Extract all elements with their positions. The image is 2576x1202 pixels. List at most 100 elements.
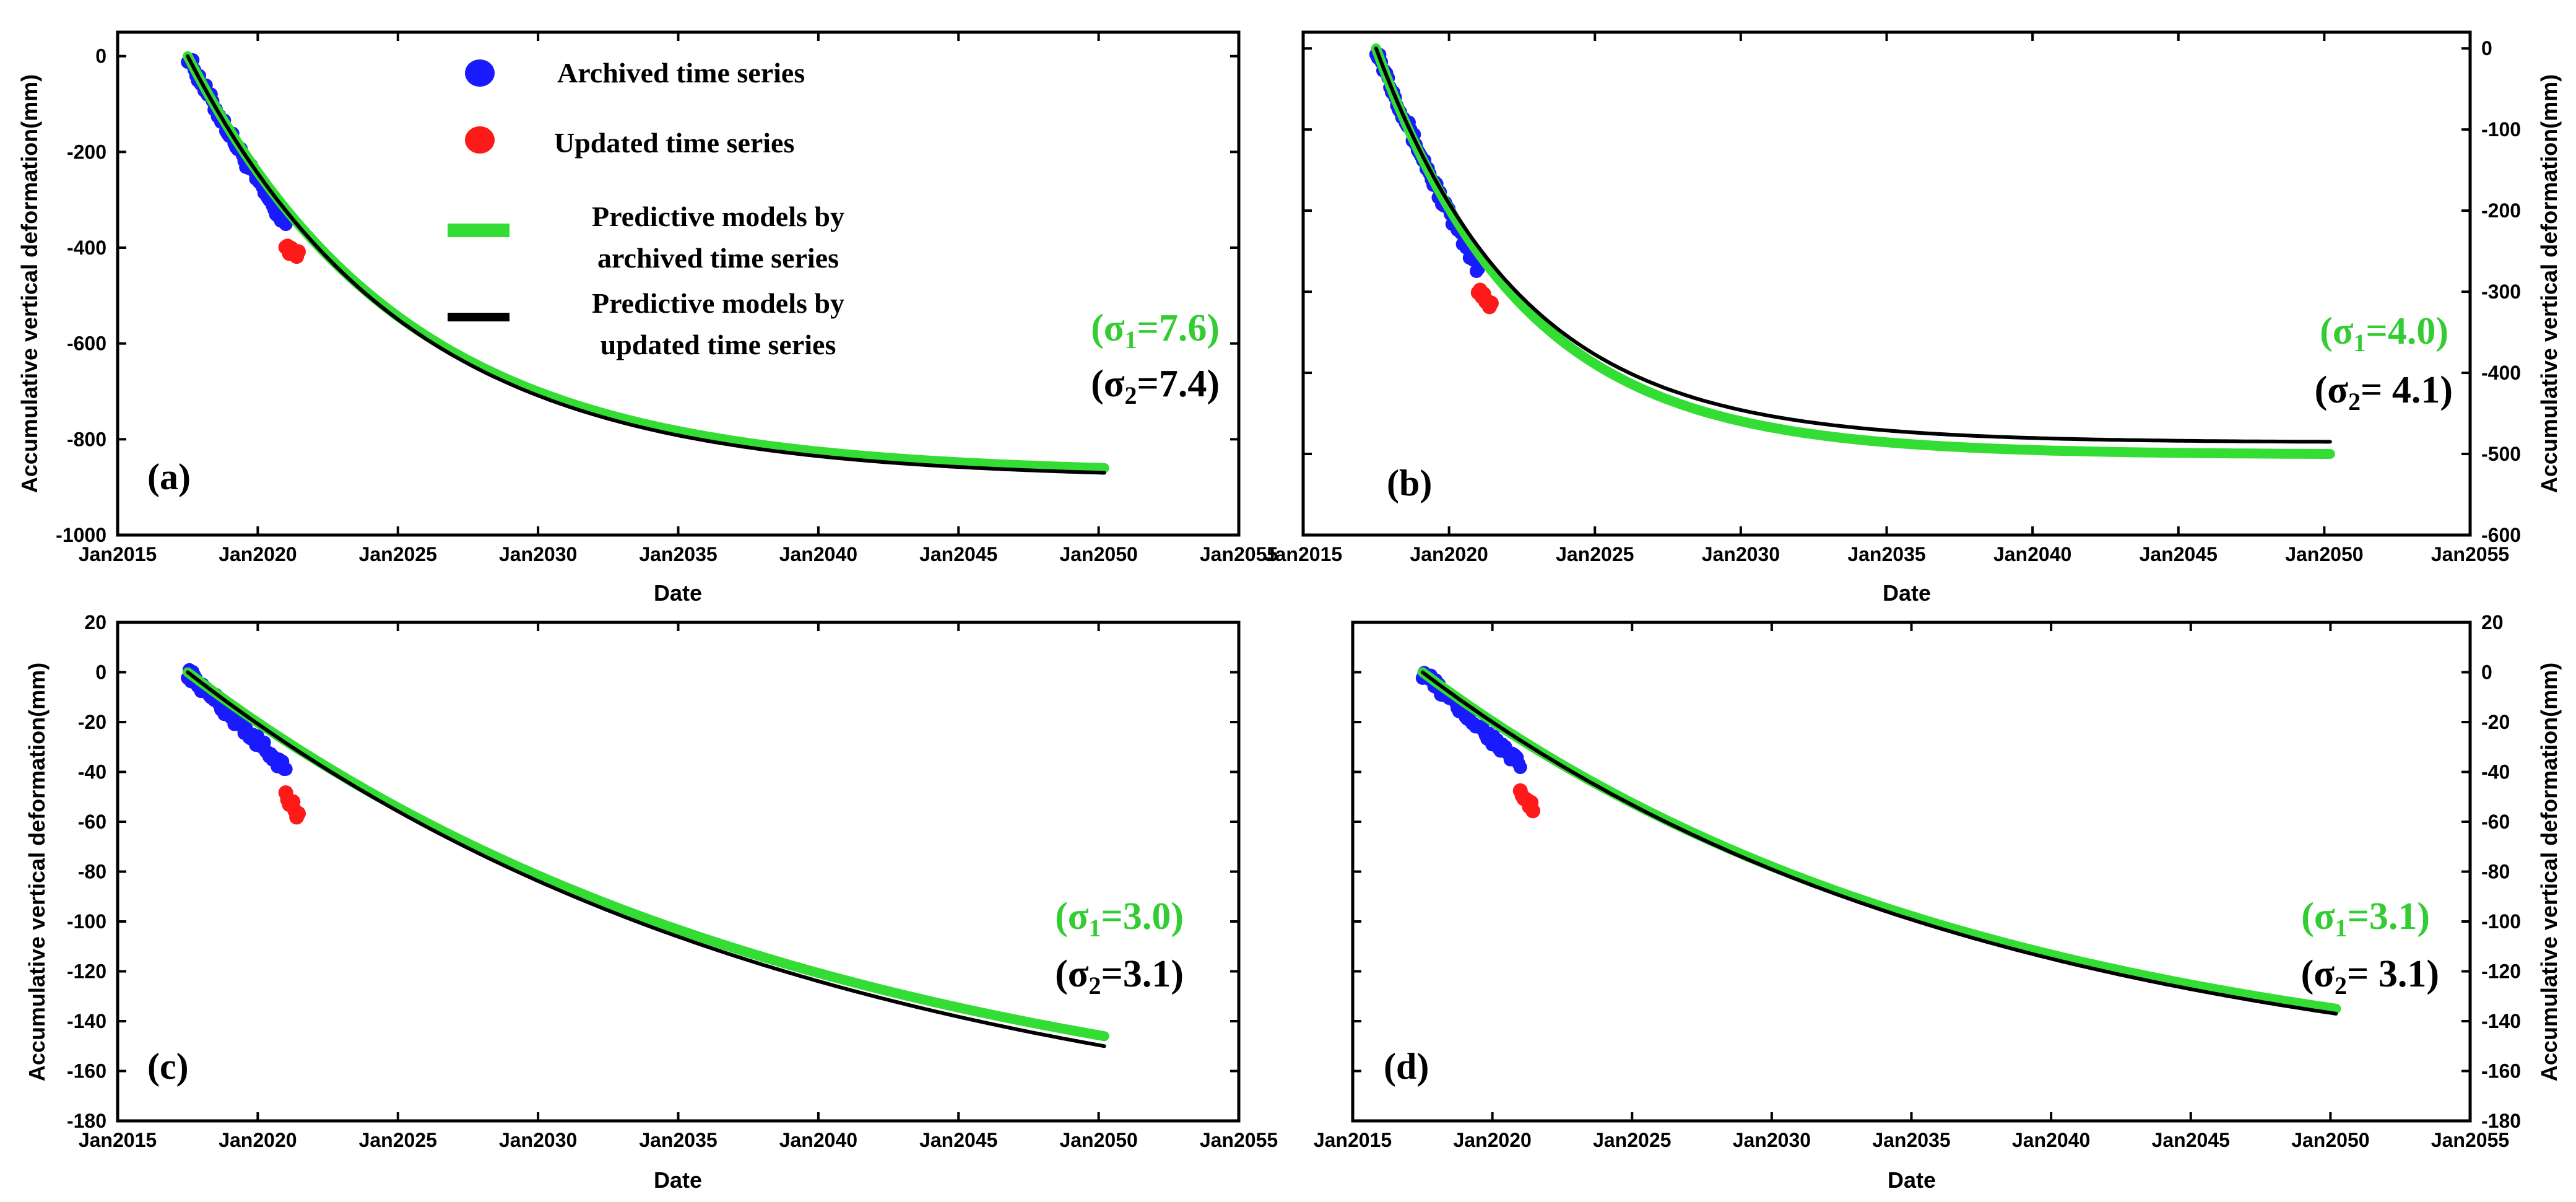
x-tick-label: Jan2015 bbox=[79, 543, 157, 565]
y-axis-title: Accumulative vertical deformation(mm) bbox=[2536, 663, 2562, 1081]
y-tick-label: 0 bbox=[2481, 37, 2492, 59]
y-tick-label: -20 bbox=[2481, 711, 2510, 733]
y-axis-title: Accumulative vertical deformation(mm) bbox=[2536, 74, 2562, 493]
sigma1-value: =3.0) bbox=[1101, 895, 1184, 938]
y-tick-label: -200 bbox=[67, 141, 106, 163]
y-tick-label: 0 bbox=[95, 661, 106, 684]
x-tick-label: Jan2045 bbox=[2152, 1129, 2230, 1151]
x-tick-label: Jan2035 bbox=[1872, 1129, 1950, 1151]
legend: Archived time series Updated time series… bbox=[448, 57, 844, 360]
sigma1-value: =7.6) bbox=[1137, 307, 1220, 349]
y-tick-label: -60 bbox=[2481, 811, 2510, 833]
x-tick-label: Jan2025 bbox=[1556, 543, 1634, 565]
archived-model-line bbox=[1371, 43, 2335, 459]
x-tick-label: Jan2015 bbox=[1314, 1129, 1392, 1151]
sigma1-annotation: (σ1=3.0) bbox=[1055, 895, 1184, 942]
x-tick-label: Jan2030 bbox=[1733, 1129, 1811, 1151]
y-tick-label: -140 bbox=[67, 1010, 106, 1032]
y-tick-label: 0 bbox=[2481, 661, 2492, 684]
y-tick-label: 20 bbox=[2481, 611, 2504, 634]
chart-marks bbox=[1415, 666, 2341, 1016]
sigma2-value: =7.4) bbox=[1137, 363, 1220, 405]
y-tick-label: -120 bbox=[2481, 960, 2521, 983]
y-tick-label: -600 bbox=[67, 333, 106, 355]
sigma1-subscript: 1 bbox=[2354, 329, 2366, 357]
y-axis-title: Accumulative vertical deformation(mm) bbox=[17, 74, 42, 493]
y-tick-label: -80 bbox=[78, 861, 106, 883]
sigma2-subscript: 2 bbox=[1089, 972, 1101, 999]
sigma1-value: =4.0) bbox=[2366, 310, 2448, 352]
panel-label: (d) bbox=[1384, 1046, 1429, 1087]
x-axis-title: Date bbox=[654, 580, 702, 606]
legend-updated-label: Updated time series bbox=[554, 127, 794, 159]
y-tick-label: -100 bbox=[2481, 118, 2521, 141]
y-tick-label: -60 bbox=[78, 811, 106, 833]
y-tick-label: -120 bbox=[67, 960, 106, 983]
updated-model-line bbox=[1420, 670, 2338, 1016]
y-tick-label: 0 bbox=[95, 45, 106, 68]
x-tick-label: Jan2055 bbox=[1200, 1129, 1278, 1151]
axis-ticks: Jan2015 Jan2020 Jan2025 Jan2030 Jan2035 Jan20… bbox=[1264, 32, 2521, 565]
sigma2-annotation: (σ2=7.4) bbox=[1091, 363, 1220, 409]
x-tick-label: Jan2055 bbox=[1200, 543, 1278, 565]
y-tick-label: -800 bbox=[67, 428, 106, 450]
sigma2-annotation: (σ2=3.1) bbox=[1055, 953, 1184, 999]
sigma1-symbol: (σ bbox=[1055, 895, 1089, 938]
y-tick-label: -500 bbox=[2481, 443, 2521, 465]
updated-model-line bbox=[1374, 46, 2332, 444]
updated-point bbox=[291, 244, 306, 259]
x-tick-label: Jan2035 bbox=[1847, 543, 1925, 565]
x-axis-title: Date bbox=[1888, 1167, 1936, 1193]
y-tick-label: -160 bbox=[2481, 1060, 2521, 1082]
x-tick-label: Jan2050 bbox=[1059, 1129, 1137, 1151]
x-tick-label: Jan2055 bbox=[2431, 543, 2509, 565]
legend-archived-marker bbox=[465, 59, 495, 87]
legend-archived-model-label-2: archived time series bbox=[597, 242, 839, 274]
x-axis-title: Date bbox=[1883, 580, 1931, 606]
panel-b: Jan2015 Jan2020 Jan2025 Jan2030 Jan2035 Jan20… bbox=[1264, 30, 2562, 606]
sigma1-annotation: (σ1=4.0) bbox=[2320, 310, 2448, 357]
x-tick-label: Jan2035 bbox=[639, 543, 717, 565]
legend-updated-model-label-2: updated time series bbox=[601, 329, 836, 360]
plot-frame bbox=[1351, 621, 2472, 1123]
x-tick-label: Jan2030 bbox=[499, 543, 577, 565]
y-axis-title: Accumulative vertical deformation(mm) bbox=[24, 663, 50, 1081]
sigma1-subscript: 1 bbox=[1089, 914, 1101, 942]
panel-label: (b) bbox=[1387, 463, 1432, 503]
x-tick-label: Jan2055 bbox=[2431, 1129, 2509, 1151]
panel-a: Jan2015 Jan2020 Jan2025 Jan2030 Jan2035 Jan20… bbox=[17, 30, 1278, 606]
y-tick-label: -600 bbox=[2481, 524, 2521, 546]
sigma2-subscript: 2 bbox=[2335, 972, 2347, 999]
y-tick-label: -160 bbox=[67, 1060, 106, 1082]
legend-updated-marker bbox=[465, 126, 495, 154]
y-tick-label: -180 bbox=[67, 1110, 106, 1132]
x-tick-label: Jan2040 bbox=[1993, 543, 2071, 565]
x-tick-label: Jan2015 bbox=[79, 1129, 157, 1151]
y-tick-label: -100 bbox=[67, 910, 106, 933]
x-tick-label: Jan2050 bbox=[1059, 543, 1137, 565]
sigma1-subscript: 1 bbox=[2335, 914, 2348, 942]
y-tick-label: -300 bbox=[2481, 281, 2521, 303]
x-tick-label: Jan2030 bbox=[499, 1129, 577, 1151]
legend-updated-model-label-1: Predictive models by bbox=[592, 287, 844, 319]
chart-marks bbox=[1369, 43, 2335, 459]
sigma2-symbol: (σ bbox=[2315, 369, 2349, 411]
updated-point bbox=[1483, 295, 1499, 311]
y-tick-label: -40 bbox=[2481, 761, 2510, 783]
sigma2-subscript: 2 bbox=[2348, 388, 2361, 416]
x-tick-label: Jan2025 bbox=[359, 543, 437, 565]
x-tick-label: Jan2045 bbox=[2140, 543, 2218, 565]
x-tick-label: Jan2040 bbox=[779, 543, 857, 565]
archived-point bbox=[279, 217, 293, 232]
updated-model-line bbox=[186, 670, 1106, 1048]
x-tick-label: Jan2020 bbox=[1410, 543, 1488, 565]
y-tick-label: -400 bbox=[2481, 362, 2521, 384]
panel-label: (c) bbox=[147, 1046, 189, 1087]
x-tick-label: Jan2020 bbox=[1453, 1129, 1531, 1151]
sigma2-symbol: (σ bbox=[1055, 953, 1089, 995]
sigma2-value: = 3.1) bbox=[2347, 953, 2439, 995]
plot-frame bbox=[116, 621, 1241, 1123]
y-tick-label: -100 bbox=[2481, 910, 2521, 933]
x-tick-label: Jan2040 bbox=[2012, 1129, 2090, 1151]
